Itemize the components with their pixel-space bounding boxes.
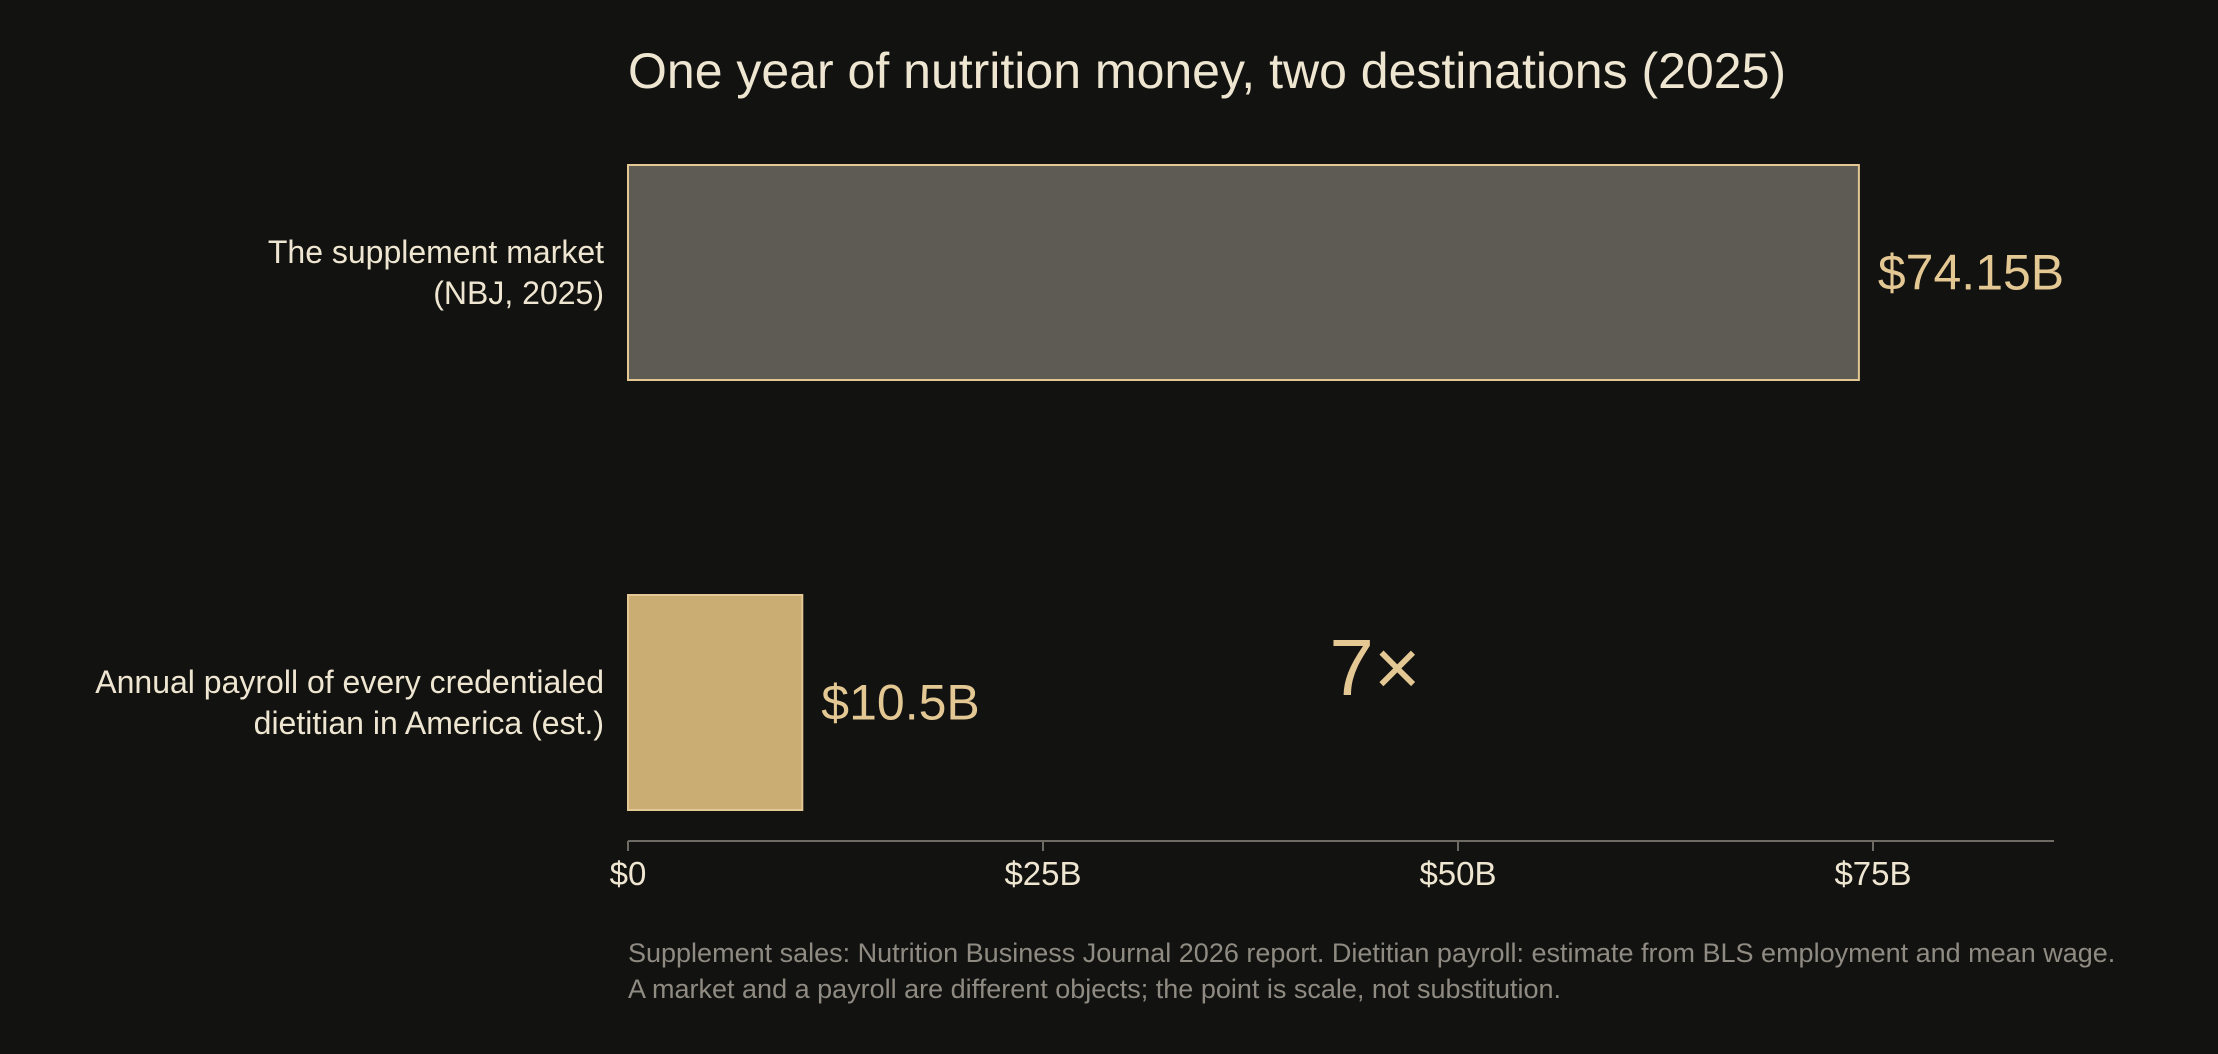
category-label-1-line-1: dietitian in America (est.) <box>254 705 604 741</box>
bar-1 <box>627 594 804 811</box>
x-tick-label-3: $75B <box>1834 855 1911 892</box>
footnote-line-1: Supplement sales: Nutrition Business Jou… <box>628 938 2115 968</box>
category-label-0-line-0: The supplement market <box>268 234 604 270</box>
category-label-1-line-0: Annual payroll of every credentialed <box>95 664 604 700</box>
ratio-annotation: 7× <box>1329 623 1420 712</box>
value-label-1: $10.5B <box>821 675 979 731</box>
category-labels: The supplement market (NBJ, 2025) Annual p… <box>95 234 604 741</box>
chart-title: One year of nutrition money, two destina… <box>628 43 1786 99</box>
bar-0 <box>627 164 1860 381</box>
value-labels: $74.15B $10.5B <box>821 245 2064 731</box>
value-label-0: $74.15B <box>1878 245 2064 301</box>
x-axis-ticks: $0 $25B $50B $75B <box>610 841 1912 892</box>
x-tick-label-1: $25B <box>1004 855 1081 892</box>
category-label-0-line-1: (NBJ, 2025) <box>433 275 604 311</box>
bars <box>627 164 1860 811</box>
footnote-line-2: A market and a payroll are different obj… <box>628 974 1561 1004</box>
x-tick-label-2: $50B <box>1419 855 1496 892</box>
x-tick-label-0: $0 <box>610 855 647 892</box>
